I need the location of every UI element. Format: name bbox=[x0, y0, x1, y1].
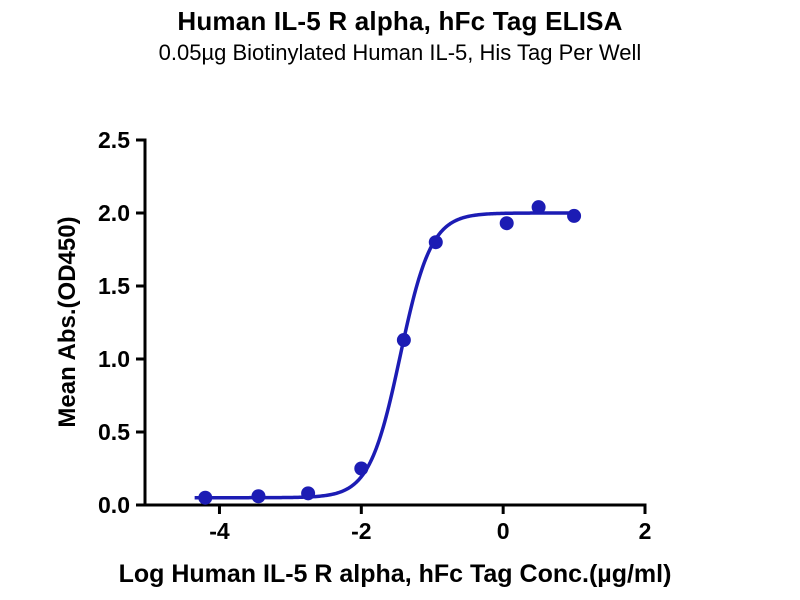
y-tick-label: 0.0 bbox=[98, 492, 130, 518]
y-tick-label: 1.5 bbox=[98, 273, 130, 299]
chart-subtitle: 0.05µg Biotinylated Human IL-5, His Tag … bbox=[158, 40, 642, 65]
data-point bbox=[428, 235, 443, 250]
x-tick-label: 0 bbox=[497, 518, 510, 544]
data-point bbox=[396, 333, 411, 348]
x-tick-label: -4 bbox=[209, 518, 230, 544]
x-tick-label: -2 bbox=[351, 518, 371, 544]
y-tick-label: 2.0 bbox=[98, 200, 130, 226]
y-tick-label: 1.0 bbox=[98, 346, 130, 372]
data-point bbox=[301, 486, 316, 501]
data-point bbox=[499, 216, 514, 231]
data-point bbox=[531, 200, 546, 215]
y-tick-label: 0.5 bbox=[98, 419, 130, 445]
chart-title: Human IL-5 R alpha, hFc Tag ELISA bbox=[177, 6, 623, 36]
data-point bbox=[251, 489, 266, 504]
x-axis-label: Log Human IL-5 R alpha, hFc Tag Conc.(µg… bbox=[118, 560, 672, 588]
data-point bbox=[198, 490, 213, 505]
data-point bbox=[354, 461, 369, 476]
x-tick-label: 2 bbox=[639, 518, 652, 544]
y-tick-label: 2.5 bbox=[98, 127, 130, 153]
data-point bbox=[567, 208, 582, 223]
fit-curve bbox=[194, 211, 578, 500]
